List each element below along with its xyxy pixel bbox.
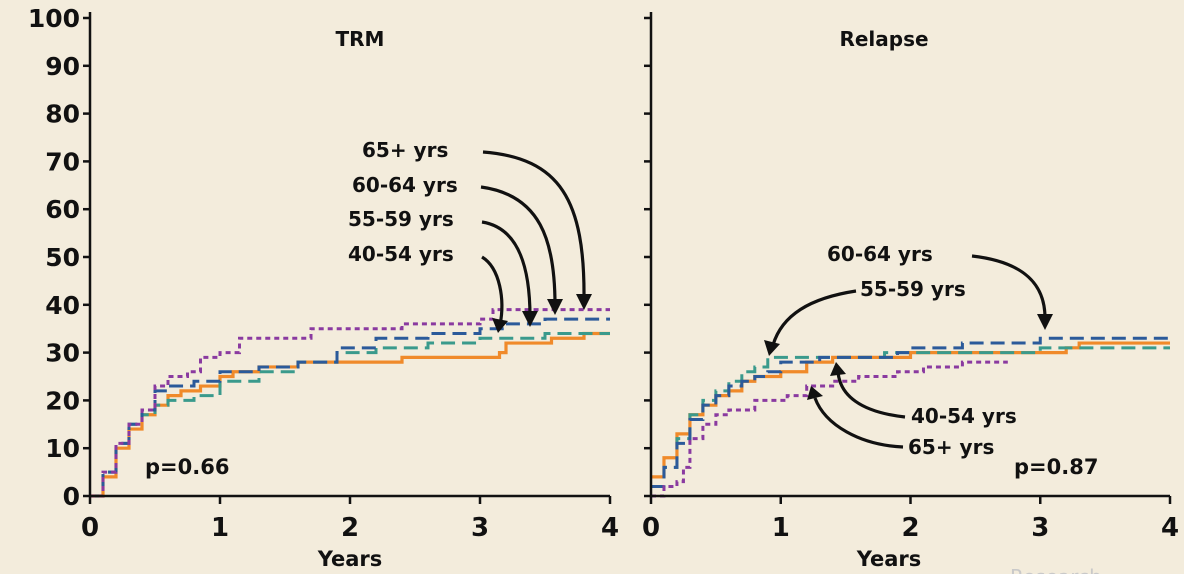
panel-relapse: Relapse 0 1 2 3 4 Years p=0.87 60-64 yrs 55-…: [642, 12, 1179, 571]
annotation-relapse-60-64: 60-64 yrs: [827, 242, 933, 266]
y-tick-label-trm: 50: [45, 243, 80, 272]
arrowhead-trm-65plus: [576, 294, 592, 310]
y-tick-label-trm: 30: [45, 339, 80, 368]
arrow-relapse-65plus: [813, 397, 904, 449]
x-ticks-trm: 0 1 2 3 4: [81, 496, 619, 543]
x-tick-label-trm: 4: [601, 513, 619, 543]
arrowheads-trm: [492, 294, 592, 333]
arrowheads-relapse: [764, 314, 1053, 400]
y-tick-label-trm: 100: [28, 4, 80, 33]
arrow-relapse-40-54: [836, 371, 906, 419]
annotation-relapse-65plus: 65+ yrs: [908, 435, 994, 459]
series-layer-relapse: [651, 336, 1170, 498]
x-tick-label-relapse: 3: [1031, 513, 1049, 543]
p-value-relapse: p=0.87: [1014, 455, 1098, 479]
arrowhead-relapse-55-59: [764, 340, 780, 356]
series-layer-trm: [90, 308, 610, 498]
y-ticks-relapse: [644, 16, 651, 498]
annotation-arrows-trm: [480, 150, 586, 326]
x-axis-title-trm: Years: [317, 547, 383, 571]
panel-title-relapse: Relapse: [839, 27, 928, 51]
arrow-trm-65plus: [482, 150, 586, 301]
x-tick-label-relapse: 0: [642, 513, 660, 543]
annotation-relapse-40-54: 40-54 yrs: [911, 404, 1017, 428]
x-tick-label-relapse: 1: [772, 513, 790, 543]
y-ticks-trm: 0 10 20 30 40 50 60 70 80 90 100: [28, 4, 90, 511]
x-axis-title-relapse: Years: [856, 547, 922, 571]
arrowhead-relapse-65plus: [807, 386, 823, 400]
series-line-trm-40-54-yrs: [90, 331, 610, 498]
annotation-trm-60-64: 60-64 yrs: [352, 173, 458, 197]
y-tick-label-trm: 20: [45, 386, 80, 415]
series-line-relapse-60-64-yrs: [651, 336, 1170, 488]
annotation-trm-40-54: 40-54 yrs: [348, 242, 454, 266]
annotation-arrows-relapse: [771, 254, 1047, 449]
arrowhead-trm-40-54: [492, 318, 508, 333]
x-tick-label-relapse: 4: [1161, 513, 1179, 543]
arrow-relapse-55-59: [771, 289, 857, 346]
panel-trm: TRM 0 10 20 30 40 50 60 70 80 90 100 0 1 2 3 4 Years p…: [28, 4, 619, 571]
y-tick-label-trm: 0: [63, 482, 80, 511]
arrowhead-trm-55-59: [522, 311, 538, 327]
arrow-trm-40-54: [481, 255, 504, 326]
y-tick-label-trm: 60: [45, 195, 80, 224]
x-tick-label-trm: 0: [81, 513, 99, 543]
y-tick-label-trm: 90: [45, 52, 80, 81]
x-tick-label-trm: 3: [471, 513, 489, 543]
arrow-trm-60-64: [480, 185, 557, 306]
x-tick-label-relapse: 2: [901, 513, 919, 543]
x-tick-label-trm: 2: [341, 513, 359, 543]
y-tick-label-trm: 40: [45, 291, 80, 320]
panel-title-trm: TRM: [336, 27, 385, 51]
annotation-trm-65plus: 65+ yrs: [362, 138, 448, 162]
y-tick-label-trm: 80: [45, 100, 80, 129]
y-tick-label-trm: 70: [45, 147, 80, 176]
y-tick-label-trm: 10: [45, 434, 80, 463]
annotation-trm-55-59: 55-59 yrs: [348, 207, 454, 231]
x-ticks-relapse: 0 1 2 3 4: [642, 496, 1179, 543]
annotation-relapse-55-59: 55-59 yrs: [860, 277, 966, 301]
arrowhead-trm-60-64: [547, 299, 563, 315]
x-tick-label-trm: 1: [211, 513, 229, 543]
arrowhead-relapse-40-54: [830, 362, 846, 376]
p-value-trm: p=0.66: [145, 455, 229, 479]
series-line-relapse-65-yrs: [651, 360, 1008, 498]
arrow-relapse-60-64: [971, 254, 1047, 319]
series-line-relapse-55-59-yrs: [651, 346, 1170, 488]
watermark-text: Research: [1010, 565, 1102, 574]
arrowhead-relapse-60-64: [1037, 314, 1053, 330]
arrow-trm-55-59: [481, 220, 532, 318]
